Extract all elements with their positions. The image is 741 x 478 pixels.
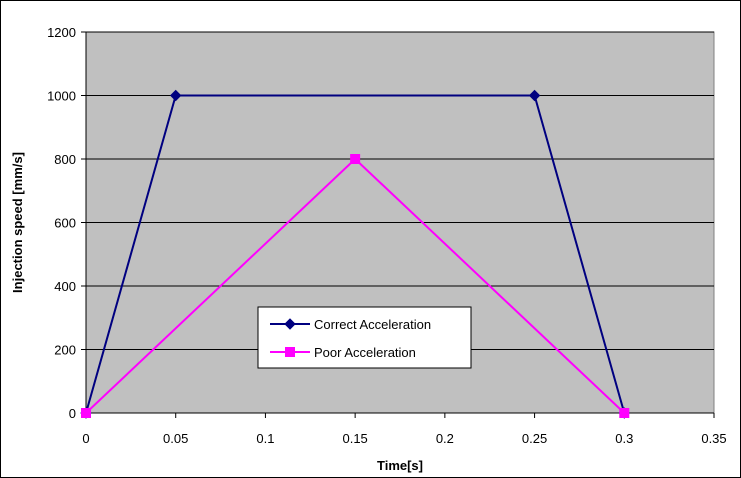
x-tick-label: 0.3: [615, 431, 633, 446]
series-1: [81, 154, 630, 418]
x-tick-label: 0.15: [342, 431, 367, 446]
y-tick-label: 800: [54, 152, 76, 167]
legend-label: Correct Acceleration: [314, 317, 431, 332]
legend-entry: Poor Acceleration: [270, 345, 416, 360]
data-point: [528, 89, 541, 102]
x-tick-label: 0.2: [436, 431, 454, 446]
x-tick-label: 0.05: [163, 431, 188, 446]
data-point: [350, 154, 361, 164]
data-point: [170, 89, 182, 102]
x-tick-label: 0.1: [256, 431, 274, 446]
y-tick-label: 600: [54, 216, 76, 231]
y-tick-label: 400: [54, 279, 76, 294]
x-tick-label: 0.35: [701, 431, 726, 446]
y-tick-label: 0: [69, 406, 76, 421]
tick-labels: 0 200 400 600 800 1000 1200 0 0.05 0.1 0.15 0.2 0.25…: [47, 25, 727, 446]
legend-swatch-marker: [285, 347, 295, 357]
x-axis-title: Time[s]: [377, 458, 423, 473]
legend-label: Poor Acceleration: [314, 345, 416, 360]
legend: Correct Acceleration Poor Acceleration: [257, 306, 472, 369]
legend-entry: Correct Acceleration: [270, 317, 431, 332]
data-point: [619, 408, 630, 418]
series-layer: [80, 89, 630, 419]
data-point: [81, 408, 91, 418]
x-tick-label: 0.25: [522, 431, 547, 446]
y-tick-label: 200: [54, 343, 76, 358]
legend-box: [257, 306, 472, 369]
legend-swatch-marker: [284, 318, 296, 330]
axes: [81, 31, 715, 418]
series-line: [85, 94, 626, 414]
y-tick-label: 1200: [47, 25, 76, 40]
x-tick-label: 0: [82, 431, 89, 446]
y-axis-title: Injection speed [mm/s]: [10, 152, 25, 293]
y-tick-label: 1000: [47, 89, 76, 104]
